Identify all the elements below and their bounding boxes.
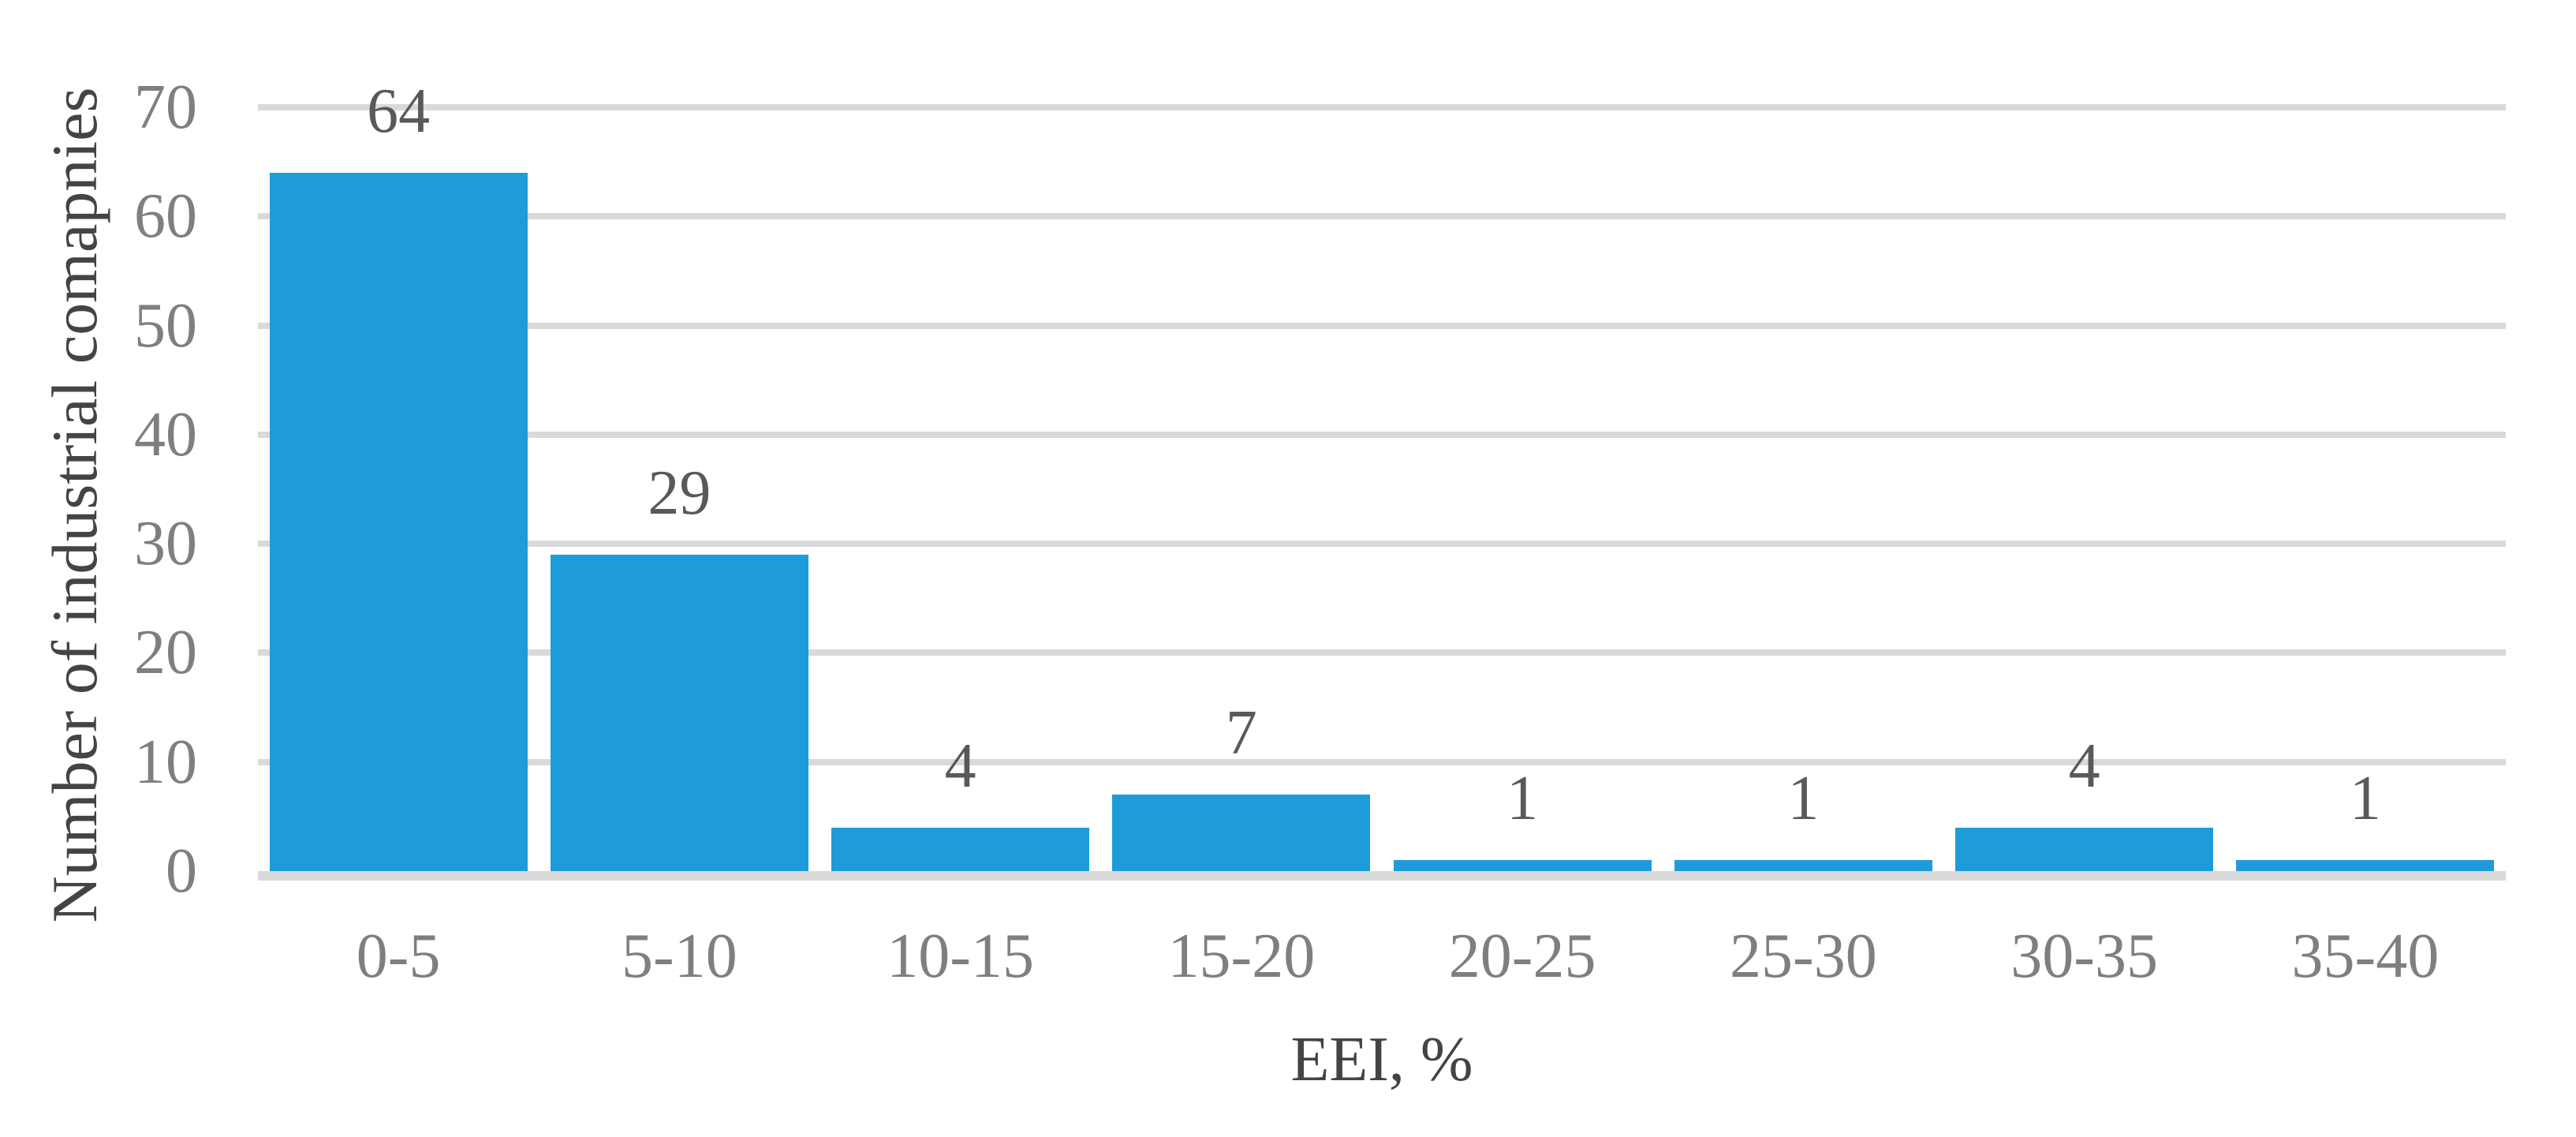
data-label-30-35: 4: [2068, 731, 2100, 801]
x-tick-label-20-25: 20-25: [1448, 922, 1596, 991]
bar-10-15: [831, 827, 1090, 871]
gridline-y50: [258, 322, 2506, 329]
x-tick-label-25-30: 25-30: [1730, 922, 1877, 991]
data-label-15-20: 7: [1225, 698, 1257, 769]
data-label-20-25: 1: [1506, 764, 1539, 834]
bar-20-25: [1393, 860, 1652, 871]
y-axis-title: Number of industrial comapnies: [39, 87, 110, 923]
y-tick-label-40: 40: [134, 399, 197, 469]
x-tick-label-35-40: 35-40: [2291, 922, 2440, 991]
gridline-y20: [258, 649, 2506, 656]
data-label-0-5: 64: [367, 76, 431, 146]
y-tick-label-10: 10: [134, 727, 197, 797]
y-tick-label-0: 0: [166, 836, 197, 906]
gridline-y60: [258, 213, 2506, 220]
bar-25-30: [1674, 860, 1932, 871]
bar-5-10: [550, 554, 808, 871]
gridline-y30: [258, 540, 2506, 548]
bar-15-20: [1112, 795, 1371, 871]
gridline-y40: [258, 431, 2506, 438]
x-tick-label-0-5: 0-5: [356, 922, 441, 991]
bar-30-35: [1955, 827, 2214, 871]
y-tick-label-50: 50: [134, 290, 197, 361]
data-label-5-10: 29: [648, 458, 711, 528]
y-tick-label-20: 20: [134, 618, 197, 688]
x-tick-label-30-35: 30-35: [2010, 922, 2158, 991]
gridline-y70: [258, 103, 2506, 110]
gridline-y10: [258, 758, 2506, 765]
bar-35-40: [2236, 860, 2495, 871]
data-label-25-30: 1: [1787, 764, 1820, 834]
y-tick-label-60: 60: [134, 181, 197, 252]
y-tick-label-30: 30: [134, 509, 197, 579]
x-tick-label-10-15: 10-15: [887, 922, 1034, 991]
data-label-35-40: 1: [2349, 764, 2381, 834]
bar-0-5: [269, 172, 528, 871]
x-axis-title: EEI, %: [1290, 1025, 1473, 1094]
x-tick-label-15-20: 15-20: [1167, 922, 1316, 991]
x-axis-line: [258, 871, 2506, 881]
y-tick-label-70: 70: [134, 72, 197, 142]
data-label-10-15: 4: [944, 731, 976, 801]
x-tick-label-5-10: 5-10: [622, 922, 737, 991]
